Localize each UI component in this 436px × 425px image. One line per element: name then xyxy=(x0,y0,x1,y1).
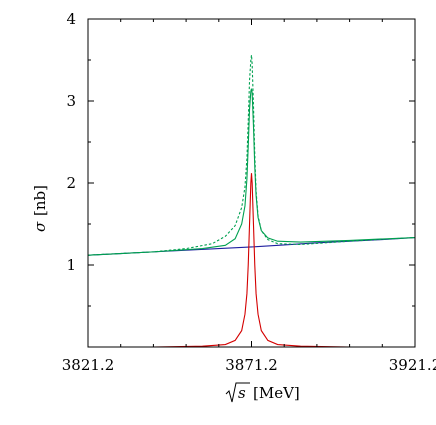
y-tick-label: 1 xyxy=(66,256,76,274)
x-tick-label: 3821.2 xyxy=(62,356,115,374)
x-tick-label: 3921.2 xyxy=(389,356,436,374)
y-tick-label: 2 xyxy=(66,174,76,192)
y-axis-label: σ [nb] xyxy=(31,185,49,232)
sqrt-sign xyxy=(225,382,250,403)
x-axis-label-unit: [MeV] xyxy=(253,384,300,402)
series-line-4 xyxy=(88,55,415,256)
y-axis-label-unit: [nb] xyxy=(31,185,49,216)
y-axis-label-symbol: σ xyxy=(31,221,49,232)
y-axis: 1 2 3 4 xyxy=(66,10,415,307)
x-axis-label: s [MeV] xyxy=(225,382,300,403)
x-axis-label-symbol: s xyxy=(238,384,246,402)
x-axis: 3821.2 3871.2 3921.2 xyxy=(62,19,436,374)
x-tick-label: 3871.2 xyxy=(225,356,278,374)
plot-content xyxy=(88,55,415,347)
series-line-3 xyxy=(88,88,415,256)
series-line-2 xyxy=(88,173,415,347)
plot-frame xyxy=(87,18,416,348)
y-tick-label: 3 xyxy=(66,92,76,110)
y-tick-label: 4 xyxy=(66,10,76,28)
